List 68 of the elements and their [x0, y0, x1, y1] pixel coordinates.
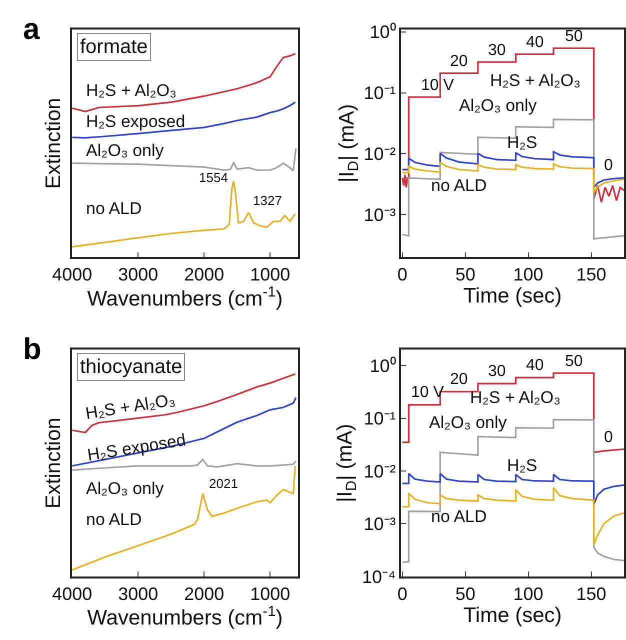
x-tick-label: 0 [397, 264, 408, 285]
series-label: H₂S [507, 133, 538, 152]
y-tick-label: 10⁻³ [364, 204, 396, 225]
x-tick-label: 100 [513, 584, 544, 604]
x-tick-label: 4000 [52, 264, 92, 285]
x-tick-label: 2000 [184, 584, 224, 604]
series-label: no ALD [431, 507, 487, 526]
annotation: 50 [565, 353, 583, 370]
annotation: 2021 [209, 476, 238, 491]
annotation: 1554 [199, 170, 228, 185]
x-tick-label: 3000 [118, 584, 158, 604]
series-label: no ALD [86, 199, 142, 218]
y-tick-label: 10⁻² [364, 461, 396, 482]
y-tick-label: 10⁰ [370, 22, 396, 42]
series-label: Al₂O₃ only [459, 96, 538, 115]
x-tick-label: 50 [455, 584, 476, 604]
annotation: 0 [604, 157, 613, 174]
series-label: H₂S [507, 456, 538, 475]
line-series [402, 487, 624, 545]
annotation: 10 V [411, 384, 444, 401]
x-axis-title: Wavenumbers (cm$^{-1}$) [87, 284, 283, 310]
x-tick-label: 3000 [118, 264, 158, 285]
annotation: 40 [526, 34, 544, 51]
series-label: H₂S + Al₂O₃ [86, 81, 177, 100]
text: H₂S exposed [86, 430, 188, 465]
series-label: no ALD [431, 176, 487, 195]
series-label: H₂S + Al₂O₃ [490, 71, 581, 90]
x-tick-label: 4000 [52, 584, 92, 604]
chart-title: thiocyanate [80, 356, 182, 378]
y-axis-title: Extinction [42, 418, 65, 509]
x-tick-label: 1000 [250, 264, 290, 285]
x-axis-title: Time (sec) [463, 604, 562, 627]
series-label: no ALD [86, 510, 142, 529]
series-label: Al₂O₃ only [86, 479, 164, 498]
x-axis-title: Wavenumbers (cm$^{-1}$) [87, 604, 283, 630]
annotation: 0 [604, 429, 613, 446]
annotation: 30 [488, 42, 506, 59]
chart-title: formate [80, 36, 148, 58]
y-tick-label: 10⁰ [370, 356, 396, 376]
x-tick-label: 2000 [184, 264, 224, 285]
y-tick-label: 10⁻³ [364, 514, 396, 534]
line-series [402, 472, 624, 506]
annotation: 10 V [421, 77, 454, 94]
y-tick-label: 10⁻¹ [364, 83, 396, 104]
x-tick-label: 100 [513, 264, 544, 285]
y-tick-label: 10⁻⁴ [362, 566, 396, 587]
x-tick-label: 150 [576, 264, 606, 285]
series-label: H₂S exposed [86, 112, 186, 131]
x-tick-label: 150 [576, 584, 606, 604]
y-axis-title: Extinction [42, 98, 65, 189]
annotation: 20 [450, 53, 468, 70]
annotation: 40 [526, 357, 544, 374]
x-tick-label: 1000 [250, 584, 290, 604]
annotation: 20 [450, 371, 468, 388]
series-label: Al₂O₃ only [86, 141, 164, 160]
series-label: H₂S + Al₂O₃ [470, 388, 561, 407]
x-tick-label: 0 [397, 584, 408, 604]
x-tick-label: 50 [455, 264, 476, 285]
y-tick-label: 10⁻² [364, 144, 396, 164]
series-label: Al₂O₃ only [429, 413, 508, 432]
annotation: 30 [488, 363, 506, 380]
text: a [23, 13, 40, 46]
text: H₂S + Al₂O₃ [84, 390, 176, 424]
annotation: 1327 [253, 193, 282, 208]
text: b [23, 333, 42, 366]
annotation: 50 [565, 28, 583, 45]
y-tick-label: 10⁻¹ [364, 408, 396, 429]
x-axis-title: Time (sec) [463, 284, 562, 308]
